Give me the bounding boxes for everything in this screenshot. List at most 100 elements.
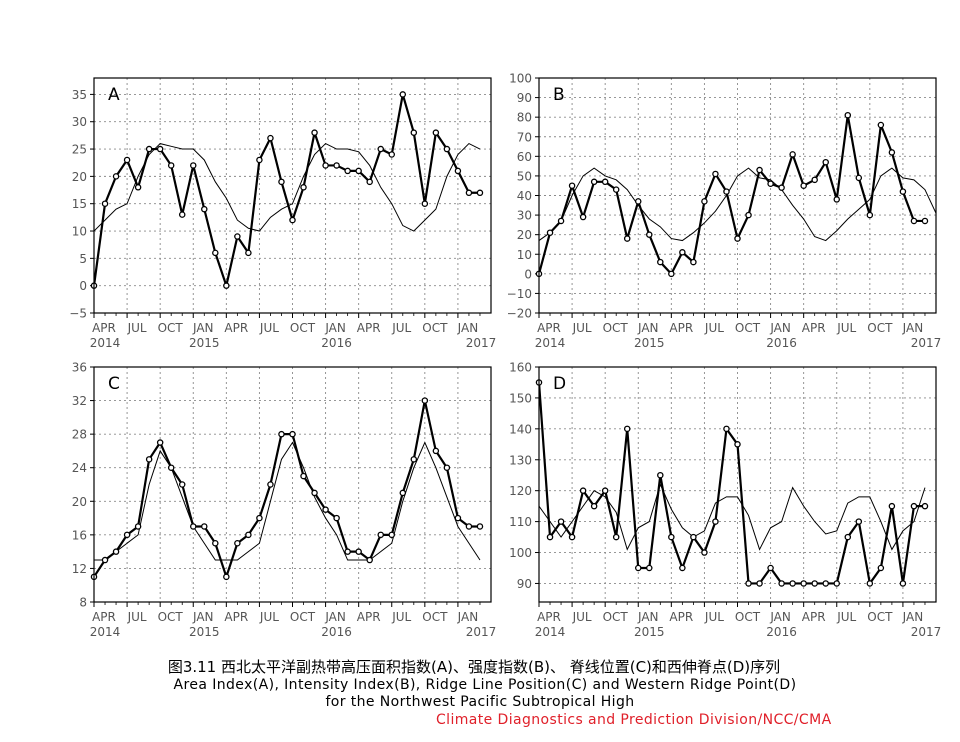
x-tick-label: JUL	[127, 321, 147, 335]
data-point	[646, 564, 653, 572]
data-point	[399, 489, 407, 497]
data-point	[701, 198, 708, 205]
data-point	[322, 506, 329, 513]
data-point	[123, 531, 131, 539]
data-point	[421, 200, 429, 207]
data-point	[432, 447, 440, 455]
data-point	[833, 580, 841, 587]
x-tick-label: OCT	[422, 610, 448, 624]
y-tick-label: 100	[509, 546, 532, 560]
data-point	[557, 217, 565, 225]
data-point	[101, 556, 109, 564]
data-point	[635, 564, 642, 572]
data-point	[388, 151, 395, 158]
data-point	[344, 167, 351, 175]
data-point	[112, 548, 120, 555]
data-point	[212, 540, 219, 547]
data-point	[311, 129, 318, 136]
data-point	[635, 198, 642, 205]
data-point	[734, 235, 741, 242]
x-tick-label: APR	[357, 610, 381, 624]
x-tick-label: JAN	[324, 321, 346, 335]
data-point	[690, 258, 697, 266]
data-point	[712, 170, 719, 178]
data-point	[443, 464, 451, 471]
data-point	[855, 518, 863, 525]
plot-frame	[93, 77, 492, 314]
data-point	[112, 173, 120, 180]
data-point	[245, 531, 252, 539]
data-point	[646, 231, 653, 238]
plot-frame	[538, 77, 937, 314]
data-point	[866, 211, 874, 219]
data-point	[601, 487, 609, 494]
data-point	[723, 188, 730, 195]
data-point	[178, 481, 186, 488]
data-point	[579, 213, 587, 221]
y-tick-label: −10	[507, 287, 532, 301]
data-point	[167, 464, 175, 471]
series-line-climatology	[94, 142, 481, 232]
series-line-observed	[94, 93, 480, 287]
y-tick-label: 36	[72, 361, 87, 375]
data-point	[256, 156, 263, 164]
x-year-label: 2015	[634, 336, 665, 350]
data-point	[877, 121, 885, 129]
y-tick-label: 16	[72, 528, 87, 542]
y-tick-label: 140	[509, 422, 532, 436]
x-year-label: 2016	[321, 625, 352, 639]
data-point	[723, 425, 730, 433]
series-line-observed	[539, 382, 925, 585]
x-year-label: 2017	[466, 625, 497, 639]
data-point	[410, 129, 418, 136]
x-tick-label: JAN	[902, 610, 924, 624]
y-tick-label: 32	[72, 394, 87, 408]
x-tick-label: JAN	[457, 610, 479, 624]
data-point	[145, 145, 153, 153]
data-point	[668, 270, 675, 278]
data-point	[601, 178, 609, 186]
y-tick-label: 15	[72, 197, 87, 211]
data-point	[800, 580, 807, 587]
caption-chinese: 图3.11 西北太平洋副热带高压面积指数(A)、强度指数(B)、 脊线位置(C)…	[167, 658, 781, 676]
data-point	[921, 502, 929, 510]
x-tick-label: APR	[537, 610, 561, 624]
data-point	[778, 580, 785, 587]
y-tick-label: 40	[517, 189, 532, 203]
caption-credit: Climate Diagnostics and Prediction Divis…	[436, 712, 832, 728]
data-point	[256, 514, 263, 522]
x-year-label: 2015	[189, 625, 220, 639]
y-tick-label: 20	[72, 170, 87, 184]
y-tick-label: −20	[507, 307, 532, 321]
x-tick-label: OCT	[867, 610, 893, 624]
data-point	[201, 205, 208, 213]
data-point	[476, 189, 484, 197]
data-point	[745, 211, 752, 219]
data-point	[910, 502, 918, 510]
x-tick-label: JUL	[391, 321, 411, 335]
data-point	[590, 502, 598, 510]
caption-english-line-1: Area Index(A), Intensity Index(B), Ridge…	[173, 677, 797, 693]
y-tick-label: 80	[517, 111, 532, 125]
data-point	[223, 573, 230, 581]
y-tick-label: 100	[509, 72, 532, 86]
x-tick-label: JUL	[391, 610, 411, 624]
y-tick-label: 5	[79, 252, 87, 266]
data-point	[465, 189, 473, 197]
x-year-label: 2016	[766, 625, 797, 639]
data-point	[568, 533, 576, 541]
data-point	[454, 167, 462, 175]
data-point	[800, 182, 807, 189]
x-tick-label: JAN	[769, 321, 791, 335]
y-tick-label: 110	[509, 515, 532, 529]
x-tick-label: JUL	[704, 321, 724, 335]
x-year-label: 2016	[766, 336, 797, 350]
x-tick-label: APR	[802, 610, 826, 624]
data-point	[612, 186, 620, 193]
panel-label: C	[108, 374, 120, 394]
data-point	[432, 129, 440, 136]
data-point	[399, 91, 407, 98]
data-point	[623, 235, 631, 242]
x-tick-label: OCT	[867, 321, 893, 335]
data-point	[421, 397, 429, 404]
